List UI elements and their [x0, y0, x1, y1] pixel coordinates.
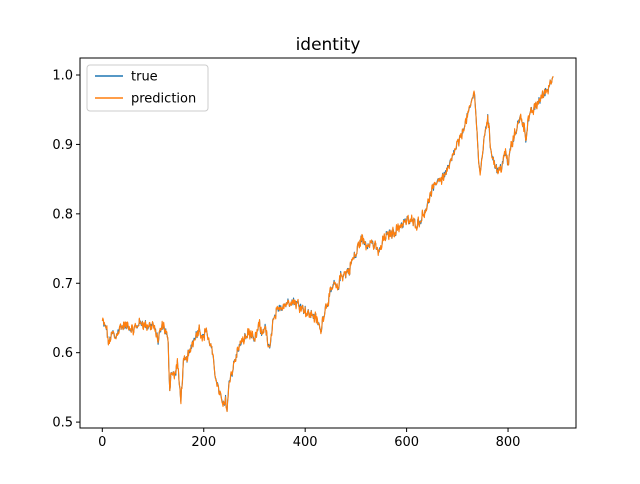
x-tick-label: 600	[394, 435, 419, 450]
chart-title: identity	[296, 35, 361, 55]
legend-label-prediction: prediction	[131, 92, 196, 107]
legend: true prediction	[86, 64, 209, 112]
y-tick-label: 0.6	[52, 346, 73, 361]
series-line-prediction	[101, 75, 554, 413]
axes-frame	[79, 57, 577, 429]
x-axis: 0 200 400 600 800	[98, 428, 520, 450]
x-tick-label: 200	[191, 435, 216, 450]
legend-label-true: true	[131, 70, 158, 85]
x-tick-label: 800	[496, 435, 521, 450]
y-axis: 0.5 0.6 0.7 0.8 0.9 1.0	[52, 69, 80, 431]
y-tick-label: 0.8	[52, 207, 73, 222]
plot-area	[101, 75, 554, 413]
y-tick-label: 0.7	[52, 277, 73, 292]
x-tick-label: 0	[98, 435, 106, 450]
x-tick-label: 400	[293, 435, 318, 450]
y-tick-label: 0.9	[52, 138, 73, 153]
y-tick-label: 1.0	[52, 69, 73, 84]
y-tick-label: 0.5	[52, 416, 73, 431]
